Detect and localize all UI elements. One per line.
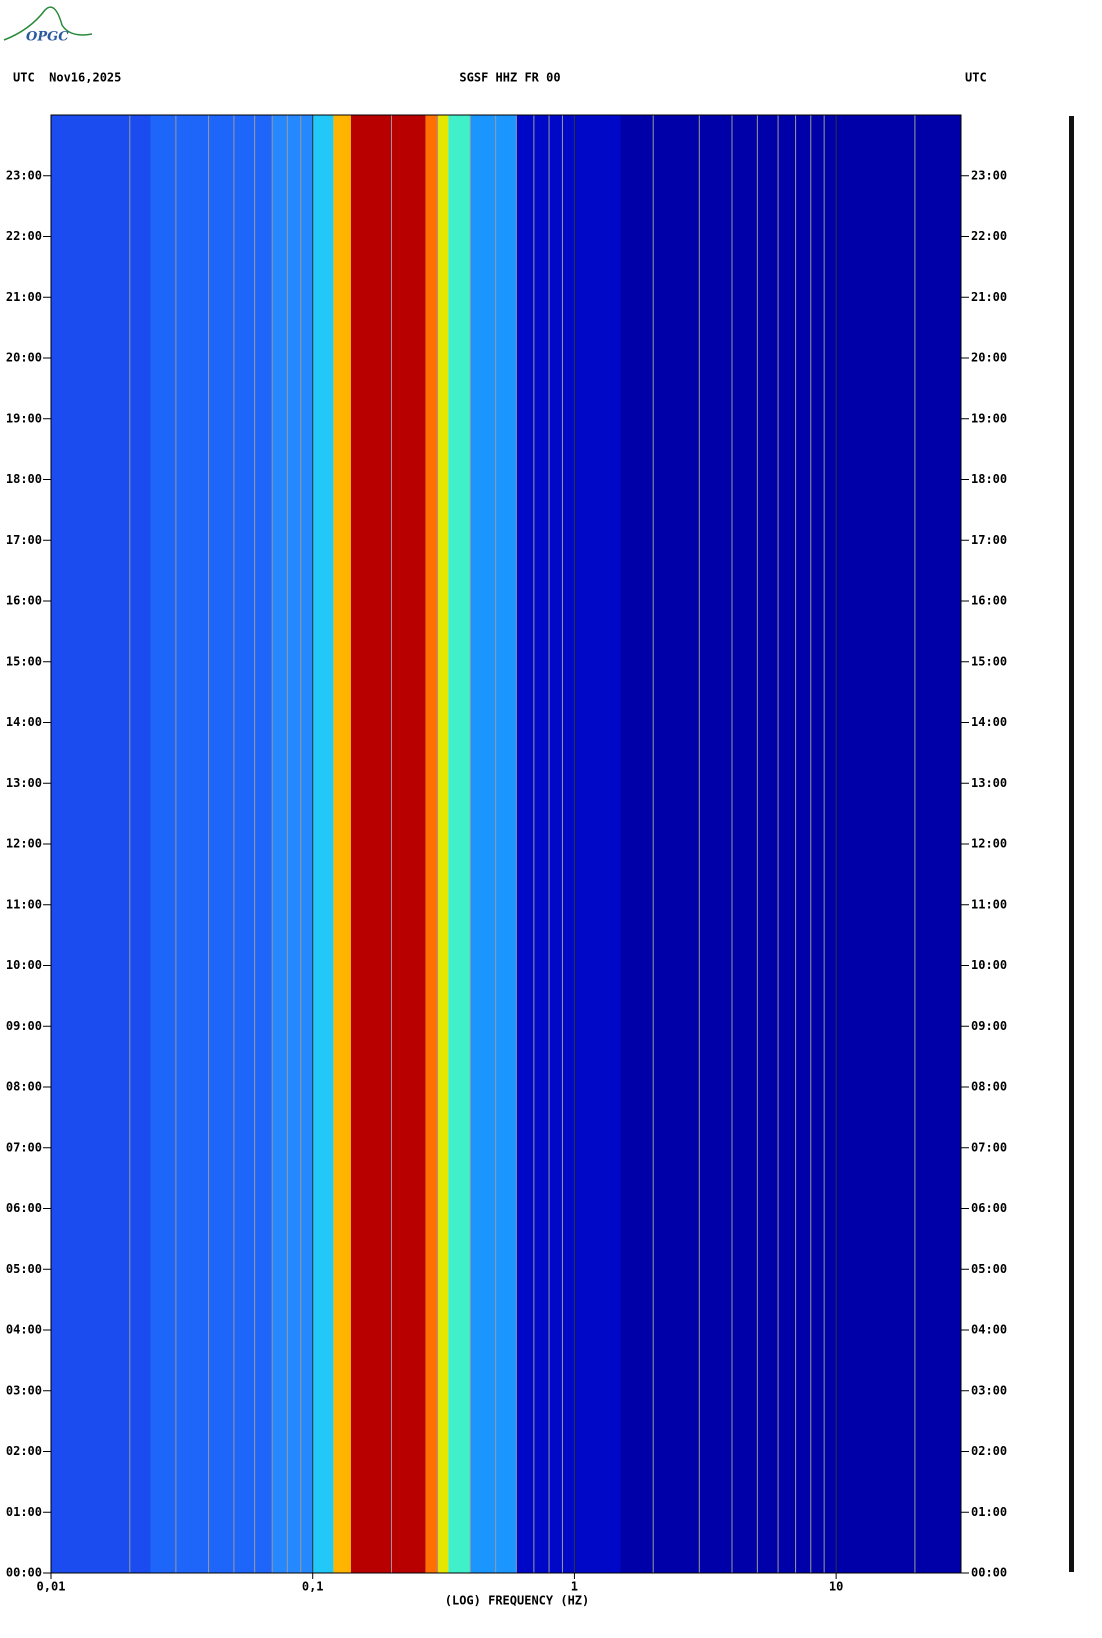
header-center: SGSF HHZ FR 00 — [459, 71, 560, 85]
y-tick-label-right: 06:00 — [971, 1201, 1007, 1215]
y-tick-label-right: 12:00 — [971, 837, 1007, 851]
y-tick-label: 23:00 — [6, 168, 42, 182]
y-tick-label: 04:00 — [6, 1323, 42, 1337]
y-tick-label: 13:00 — [6, 776, 42, 790]
y-tick-label: 05:00 — [6, 1262, 42, 1276]
header-right: UTC — [965, 71, 987, 85]
logo: OPGC — [26, 30, 69, 45]
y-tick-label: 09:00 — [6, 1019, 42, 1033]
spectral-band — [516, 115, 621, 1573]
y-tick-label: 14:00 — [6, 715, 42, 729]
y-tick-label-right: 02:00 — [971, 1444, 1007, 1458]
y-tick-label-right: 01:00 — [971, 1505, 1007, 1519]
plot-frame — [50, 114, 962, 1574]
y-tick-label: 17:00 — [6, 533, 42, 547]
y-tick-label: 01:00 — [6, 1505, 42, 1519]
y-tick-label-right: 17:00 — [971, 533, 1007, 547]
y-tick-label-right: 15:00 — [971, 654, 1007, 668]
y-tick-label-right: 23:00 — [971, 168, 1007, 182]
y-tick-label-right: 05:00 — [971, 1262, 1007, 1276]
y-tick-label: 07:00 — [6, 1140, 42, 1154]
y-tick-label: 02:00 — [6, 1444, 42, 1458]
y-tick-label: 20:00 — [6, 351, 42, 365]
y-tick-label-right: 04:00 — [971, 1323, 1007, 1337]
y-tick-label: 08:00 — [6, 1080, 42, 1094]
spectral-band — [150, 115, 273, 1573]
y-tick-label: 15:00 — [6, 654, 42, 668]
y-tick-label: 10:00 — [6, 958, 42, 972]
y-tick-label-right: 20:00 — [971, 351, 1007, 365]
x-axis-label: (LOG) FREQUENCY (HZ) — [445, 1594, 590, 1608]
spectral-band — [620, 115, 961, 1573]
y-tick-label: 06:00 — [6, 1201, 42, 1215]
spectral-band — [448, 115, 471, 1573]
y-tick-label: 11:00 — [6, 897, 42, 911]
spectral-band — [333, 115, 351, 1573]
y-tick-label-right: 14:00 — [971, 715, 1007, 729]
y-tick-label-right: 10:00 — [971, 958, 1007, 972]
y-tick-label-right: 19:00 — [971, 411, 1007, 425]
y-tick-label: 16:00 — [6, 594, 42, 608]
y-tick-label: 18:00 — [6, 472, 42, 486]
y-tick-label: 03:00 — [6, 1383, 42, 1397]
spectral-band — [272, 115, 313, 1573]
y-tick-label-right: 03:00 — [971, 1383, 1007, 1397]
header-left: UTC Nov16,2025 — [13, 71, 121, 85]
y-tick-label: 21:00 — [6, 290, 42, 304]
spectral-band — [51, 115, 151, 1573]
y-tick-label-right: 11:00 — [971, 897, 1007, 911]
spectral-band — [425, 115, 438, 1573]
spectral-band — [437, 115, 449, 1573]
y-tick-label-right: 21:00 — [971, 290, 1007, 304]
y-tick-label-right: 00:00 — [971, 1566, 1007, 1580]
y-tick-label-right: 16:00 — [971, 594, 1007, 608]
y-tick-label-right: 09:00 — [971, 1019, 1007, 1033]
y-tick-label-right: 08:00 — [971, 1080, 1007, 1094]
y-tick-label: 22:00 — [6, 229, 42, 243]
seismogram-trace — [1069, 116, 1074, 1572]
y-tick-label-right: 07:00 — [971, 1140, 1007, 1154]
spectral-band — [312, 115, 334, 1573]
spectral-band — [350, 115, 426, 1573]
y-tick-label-right: 13:00 — [971, 776, 1007, 790]
y-tick-label: 12:00 — [6, 837, 42, 851]
spectral-band — [470, 115, 517, 1573]
y-tick-label: 19:00 — [6, 411, 42, 425]
y-tick-label-right: 18:00 — [971, 472, 1007, 486]
x-tick-label: 0,1 — [302, 1580, 324, 1594]
x-tick-label: 10 — [829, 1580, 843, 1594]
y-tick-label: 00:00 — [6, 1566, 42, 1580]
y-tick-label-right: 22:00 — [971, 229, 1007, 243]
x-tick-label: 1 — [571, 1580, 578, 1594]
logo-curve — [3, 6, 93, 41]
x-tick-label: 0,01 — [37, 1580, 66, 1594]
